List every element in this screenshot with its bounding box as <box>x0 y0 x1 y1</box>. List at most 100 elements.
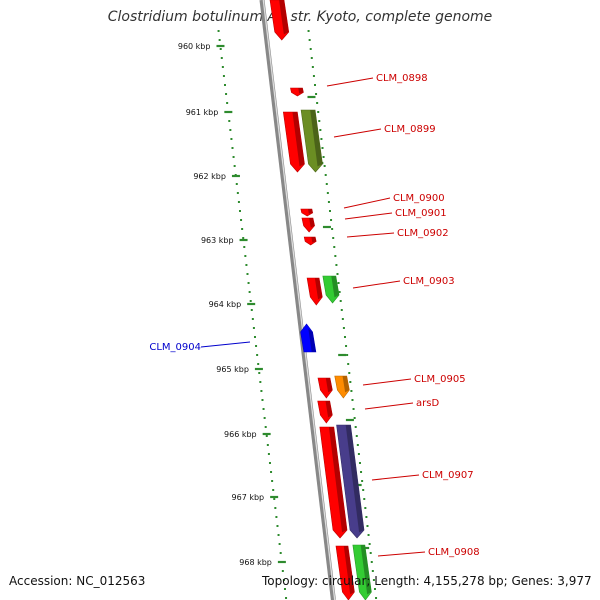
inner-track-dot <box>220 57 223 59</box>
inner-track-dot <box>265 435 268 437</box>
kbp-tick-label: 967 kbp <box>232 493 265 502</box>
inner-track-dot <box>241 228 244 230</box>
inner-track-dot <box>252 327 255 329</box>
gene-label[interactable]: CLM_0908 <box>428 547 480 558</box>
inner-track-dot <box>274 507 277 509</box>
gene-label-leader <box>346 232 395 238</box>
outer-track-dot <box>324 174 327 176</box>
gene-block-clm-0901-shade <box>309 218 315 228</box>
outer-track-dot <box>353 417 356 419</box>
outer-track-dot <box>330 219 333 221</box>
cog-block-clm-0899-shade <box>310 110 323 167</box>
outer-track-dot <box>341 318 344 320</box>
outer-track-dot <box>323 165 326 167</box>
gene-label-leader <box>333 128 382 138</box>
inner-track-dot <box>271 480 274 482</box>
inner-track-dot <box>277 534 280 536</box>
outer-track-dot <box>313 84 316 86</box>
outer-track-dot <box>321 147 324 149</box>
gene-label-leader <box>364 402 414 410</box>
inner-track-dot <box>221 66 224 68</box>
gene-label-leader <box>362 378 412 386</box>
gene-label[interactable]: CLM_0899 <box>384 124 436 135</box>
outer-track-dot <box>339 300 342 302</box>
outer-track-dot <box>342 327 345 329</box>
outer-track-dot <box>368 543 371 545</box>
gene-label[interactable]: arsD <box>416 398 439 409</box>
gene-block-clm-0898-shade <box>298 88 304 94</box>
outer-track-dot <box>317 111 320 113</box>
outer-track-dot <box>326 192 329 194</box>
gene-blocks <box>269 0 372 600</box>
outer-track-dot <box>363 498 366 500</box>
outer-track-dot <box>367 534 370 536</box>
inner-track-dot <box>272 489 275 491</box>
gene-label[interactable]: CLM_0901 <box>395 208 447 219</box>
inner-track-dot <box>278 543 281 545</box>
outer-track-dot <box>318 120 321 122</box>
gene-block-clm-0907-shade <box>328 427 348 533</box>
inner-track-dot <box>262 408 265 410</box>
outer-track-dot <box>336 273 339 275</box>
inner-track-dot <box>240 219 243 221</box>
gene-label[interactable]: CLM_0898 <box>376 73 428 84</box>
inner-track-dot <box>261 399 264 401</box>
gene-label[interactable]: CLM_0905 <box>414 374 466 385</box>
genome-backbone <box>259 0 336 600</box>
inner-track-dot <box>266 444 269 446</box>
cog-block-clm-0903-shade <box>331 276 340 298</box>
inner-track-dot <box>251 318 254 320</box>
inner-track-dot <box>226 102 229 104</box>
inner-track-dot <box>283 588 286 590</box>
outer-track-dot <box>307 30 310 32</box>
outer-track-dot <box>346 354 349 356</box>
outer-track-dot <box>354 426 357 428</box>
gene-label[interactable]: CLM_0902 <box>397 228 449 239</box>
gene-label-leader <box>326 77 374 87</box>
gene-block-clm-0899-shade <box>292 112 305 167</box>
gene-labels: CLM_0898 CLM_0899 CLM_0900 CLM_0901 CLM_0902… <box>149 73 479 558</box>
outer-track-dot <box>312 75 315 77</box>
inner-track-dot <box>258 372 261 374</box>
outer-track-dot <box>327 201 330 203</box>
inner-track-dot <box>222 75 225 77</box>
inner-track-dot <box>231 147 234 149</box>
gene-block-clm-0908-shade <box>343 546 355 595</box>
gene-label[interactable]: CLM_0900 <box>393 193 445 204</box>
gene-label[interactable]: CLM_0903 <box>403 276 455 287</box>
outer-track-dot <box>340 309 343 311</box>
inner-track-dot <box>257 363 260 365</box>
gene-block-clm-0904-shade <box>308 328 316 352</box>
inner-track-dot <box>236 192 239 194</box>
outer-track-dot <box>328 210 331 212</box>
inner-track-dot <box>242 237 245 239</box>
gene-label-leader <box>371 474 420 481</box>
outer-track-dot <box>343 336 346 338</box>
outer-track-dot <box>333 246 336 248</box>
inner-track-dot <box>282 579 285 581</box>
kbp-tick-label: 966 kbp <box>224 430 257 439</box>
inner-track-dot <box>243 246 246 248</box>
kbp-tick-label: 962 kbp <box>193 172 226 181</box>
outer-track-dot <box>366 525 369 527</box>
gene-label[interactable]: CLM_0907 <box>422 470 474 481</box>
gene-block-top-partial-shade <box>279 0 289 35</box>
gene-block-clm-0902-shade <box>311 237 317 243</box>
inner-track-dot <box>273 498 276 500</box>
kbp-tick-label: 961 kbp <box>186 108 219 117</box>
inner-track-dot <box>255 345 258 347</box>
gene-block-arsd-shade <box>325 401 333 418</box>
gene-label[interactable]: CLM_0904 <box>149 342 201 353</box>
outer-track-dot <box>309 48 312 50</box>
gene-label-leader <box>343 197 391 209</box>
inner-track-dot <box>246 273 249 275</box>
inner-track-dot <box>217 30 220 32</box>
inner-track-dot <box>218 39 221 41</box>
inner-track-dot <box>247 282 250 284</box>
outer-track-dot <box>350 390 353 392</box>
gene-label-leader <box>352 280 401 289</box>
ring-track-dots <box>217 30 378 599</box>
kbp-tick-label: 964 kbp <box>209 300 242 309</box>
outer-track-dot <box>335 264 338 266</box>
cog-block-clm-0908-shade <box>360 545 372 595</box>
